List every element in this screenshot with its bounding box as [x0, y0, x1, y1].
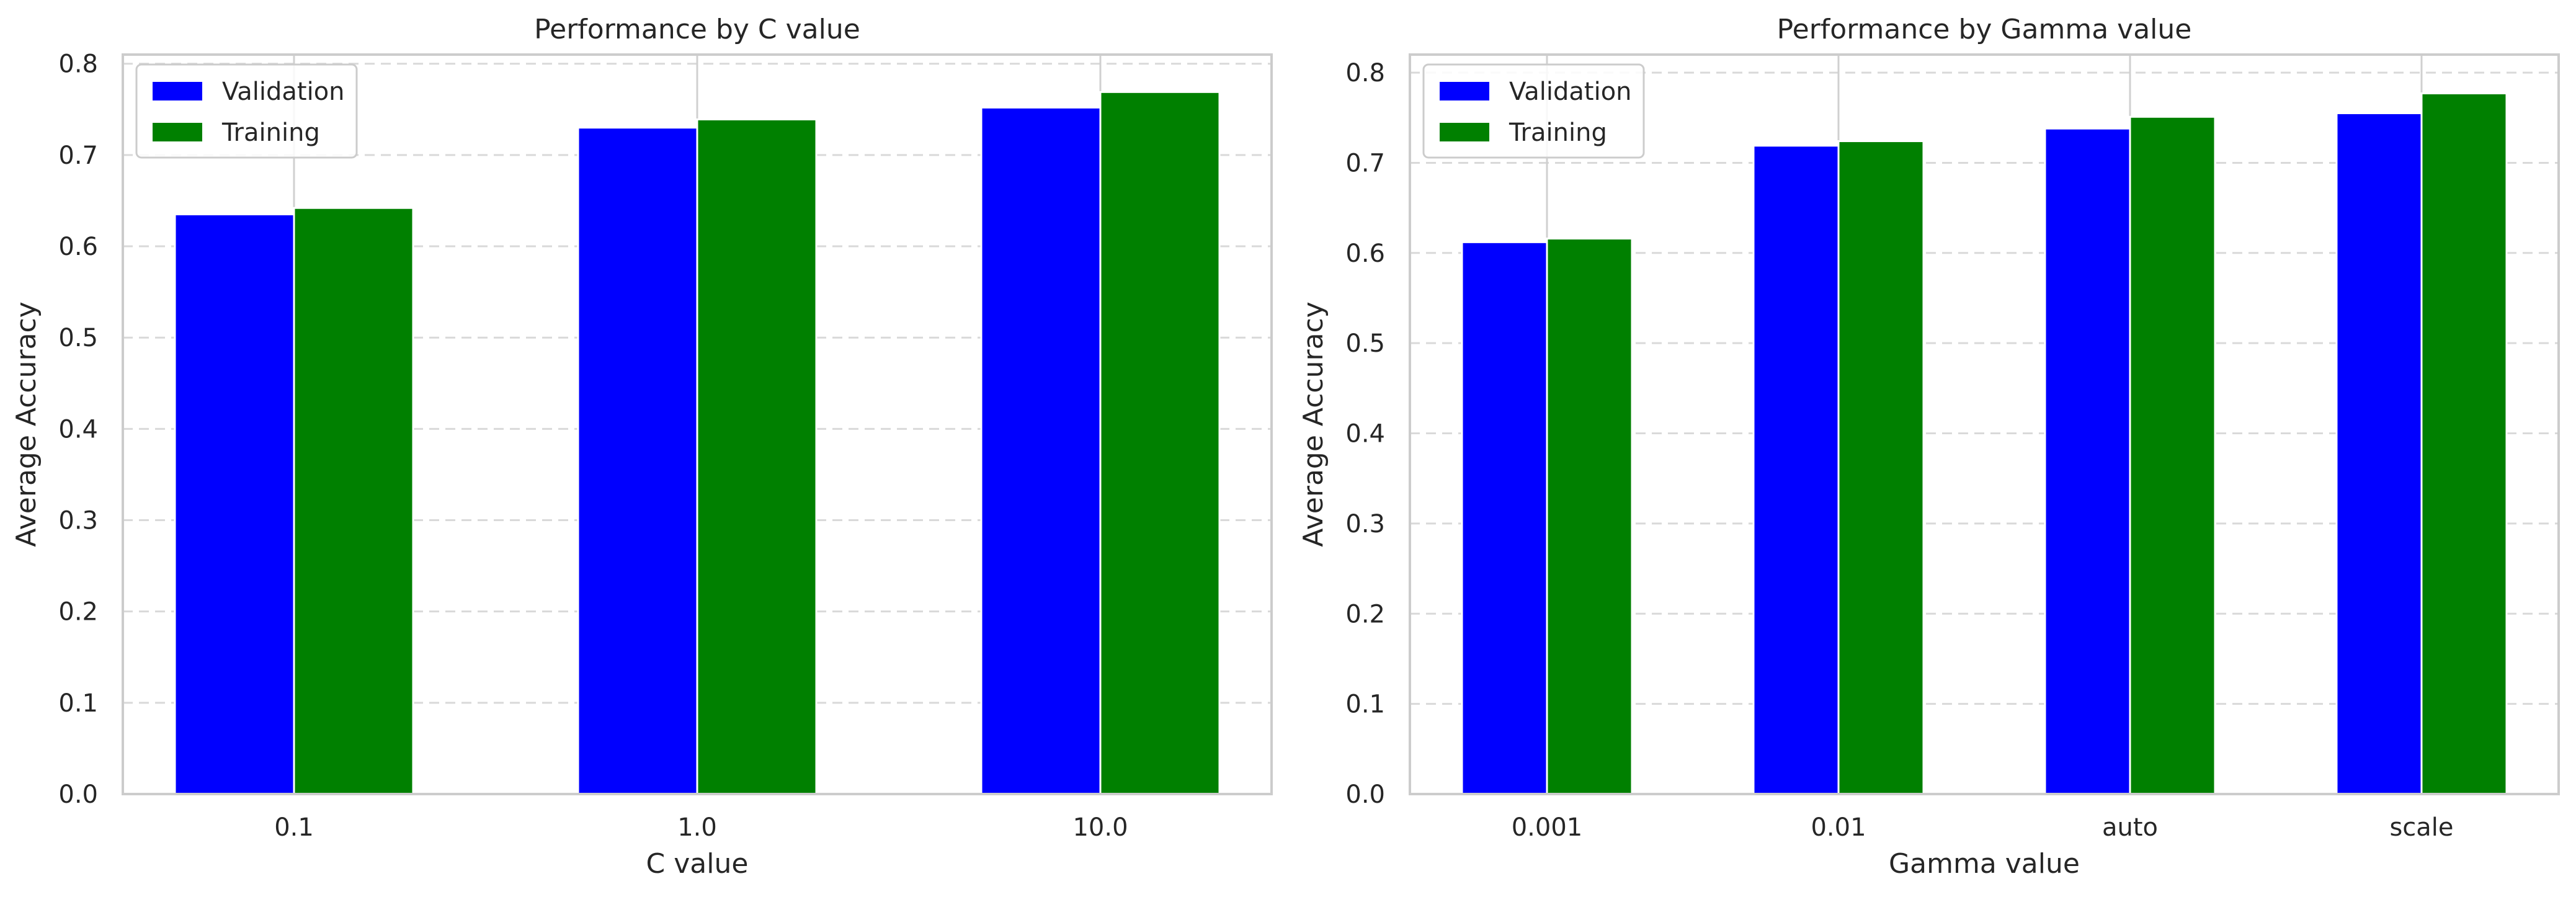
chart-title: Performance by Gamma value: [1777, 14, 2192, 45]
y-tick-label: 0.2: [1345, 600, 1385, 628]
x-tick-label: 0.1: [274, 813, 314, 842]
bar-training-0.01: [1837, 140, 1925, 795]
y-tick-label: 0.6: [1345, 239, 1385, 268]
y-tick-label: 0.4: [58, 415, 98, 444]
bar-validation-1.0: [577, 127, 698, 795]
legend-swatch-training: [153, 123, 202, 141]
chart-title: Performance by C value: [534, 14, 860, 45]
chart-panel-1: 0.0 0.1 0.2 0.3 0.4 0.5 0.6 0.7 0.8 0.1 1.0 10.0 Per…: [11, 14, 1273, 880]
plot-frame: [1409, 53, 2560, 795]
bar-training-10.0: [1099, 91, 1221, 795]
y-axis-label: Average Accuracy: [11, 301, 42, 547]
y-tick-label: 0.4: [1345, 420, 1385, 449]
y-tick-label: 0.5: [58, 324, 98, 352]
bar-validation-10.0: [980, 106, 1102, 795]
x-tick-label: 10.0: [1072, 813, 1128, 842]
y-tick-label: 0.5: [1345, 329, 1385, 358]
bar-validation-0.001: [1461, 241, 1548, 795]
y-tick-label: 0.8: [58, 50, 98, 79]
legend-swatch-validation: [1440, 82, 1489, 100]
y-tick-label: 0.1: [58, 689, 98, 718]
bar-validation-0.1: [174, 213, 295, 795]
legend: Validation Training: [135, 63, 358, 159]
y-tick-label: 0.8: [1345, 59, 1385, 87]
plot-frame: [122, 53, 1273, 795]
bar-training-0.1: [293, 207, 414, 795]
y-tick-label: 0.2: [58, 598, 98, 627]
legend-swatch-training: [1440, 123, 1489, 141]
x-tick-label: auto: [2102, 813, 2158, 842]
x-axis-label: C value: [646, 848, 749, 880]
x-axis-label: Gamma value: [1889, 848, 2080, 880]
y-tick-label: 0.1: [1345, 690, 1385, 719]
y-tick-label: 0.0: [58, 780, 98, 809]
bar-training-auto: [2129, 115, 2216, 795]
y-tick-label: 0.7: [1345, 149, 1385, 177]
bar-validation-scale: [2335, 112, 2423, 795]
legend-label-validation: Validation: [222, 78, 345, 106]
legend-label-training: Training: [1509, 118, 1607, 147]
x-tick-label: 0.001: [1512, 813, 1583, 842]
y-tick-label: 0.3: [1345, 510, 1385, 538]
legend-label-validation: Validation: [1509, 78, 1632, 106]
bar-training-0.001: [1546, 238, 1633, 795]
x-tick-label: scale: [2389, 813, 2453, 842]
y-axis-label: Average Accuracy: [1298, 301, 1329, 547]
y-tick-label: 0.3: [58, 507, 98, 535]
bar-training-1.0: [696, 118, 818, 795]
bar-training-scale: [2420, 92, 2508, 795]
y-tick-label: 0.7: [58, 141, 98, 170]
legend-label-training: Training: [221, 118, 320, 147]
y-tick-label: 0.0: [1345, 780, 1385, 809]
x-tick-label: 0.01: [1811, 813, 1866, 842]
y-tick-label: 0.6: [58, 233, 98, 261]
chart-panel-2: 0.0 0.1 0.2 0.3 0.4 0.5 0.6 0.7 0.8 0.001 0.01 auto…: [1298, 14, 2560, 880]
legend-swatch-validation: [153, 82, 202, 100]
bar-validation-auto: [2044, 127, 2131, 795]
bar-validation-0.01: [1752, 145, 1840, 795]
x-tick-label: 1.0: [677, 813, 717, 842]
legend: Validation Training: [1422, 63, 1645, 159]
